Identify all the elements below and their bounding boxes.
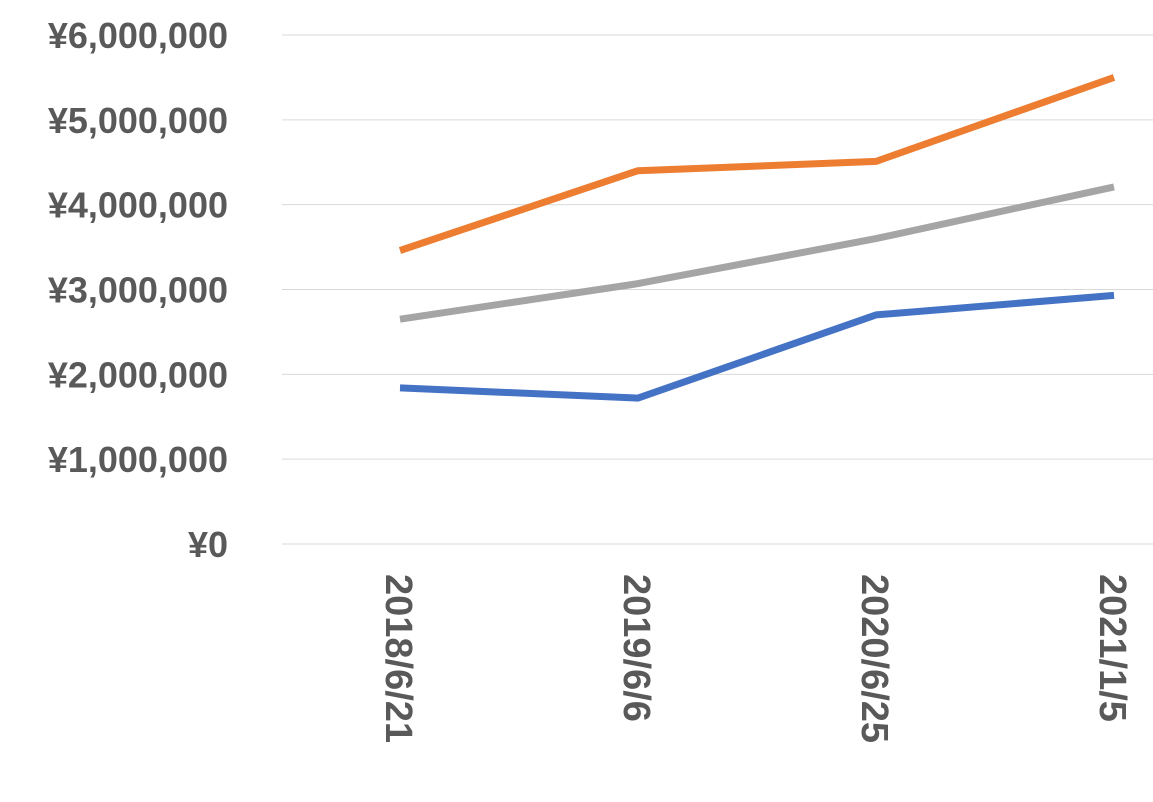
x-tick-label: 2020/6/25 <box>853 574 895 743</box>
y-tick-label: ¥5,000,000 <box>48 100 228 141</box>
y-tick-label: ¥3,000,000 <box>48 270 228 311</box>
x-axis-tick-labels: 2018/6/21 2019/6/6 2020/6/25 2021/1/5 <box>377 574 1133 743</box>
y-tick-label: ¥0 <box>188 524 228 565</box>
x-tick-label: 2019/6/6 <box>615 574 657 722</box>
y-tick-label: ¥1,000,000 <box>48 439 228 480</box>
series-line-1 <box>399 291 1115 402</box>
series-line-3 <box>399 183 1115 323</box>
x-tick-label: 2018/6/21 <box>377 574 419 743</box>
x-tick-label: 2021/1/5 <box>1091 574 1133 722</box>
y-tick-label: ¥4,000,000 <box>48 185 228 226</box>
gridlines <box>282 34 1153 545</box>
series-line-2 <box>398 74 1116 254</box>
y-tick-label: ¥6,000,000 <box>48 15 228 56</box>
series-lines <box>398 74 1116 402</box>
y-axis-tick-labels: ¥0 ¥1,000,000 ¥2,000,000 ¥3,000,000 ¥4,000,0… <box>48 15 228 565</box>
y-tick-label: ¥2,000,000 <box>48 354 228 395</box>
